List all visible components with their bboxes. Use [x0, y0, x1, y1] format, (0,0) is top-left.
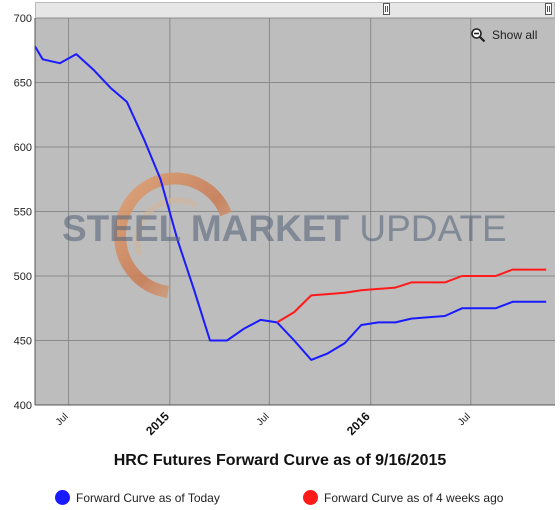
navigator-right-handle[interactable] [545, 3, 552, 15]
x-tick-label: Jul [255, 411, 272, 428]
watermark: STEEL MARKET UPDATE [62, 208, 507, 250]
legend-label-today: Forward Curve as of Today [76, 490, 220, 505]
legend-item-today[interactable]: Forward Curve as of Today [55, 490, 220, 505]
navigator-left-handle[interactable] [383, 3, 390, 15]
legend-item-4-weeks[interactable]: Forward Curve as of 4 weeks ago [303, 490, 503, 505]
x-tick-label: 2016 [344, 409, 373, 438]
y-tick-label: 600 [14, 142, 32, 154]
y-tick-label: 550 [14, 207, 32, 219]
y-tick-label: 650 [14, 78, 32, 90]
zoom-out-icon [471, 28, 486, 43]
watermark-light: UPDATE [359, 208, 507, 249]
x-tick-label: 2015 [143, 409, 172, 438]
x-tick-label: Jul [54, 411, 71, 428]
y-tick-label: 400 [14, 400, 32, 412]
y-tick-label: 450 [14, 336, 32, 348]
range-navigator[interactable] [35, 2, 555, 18]
show-all-button[interactable]: Show all [470, 27, 537, 43]
chart-title: HRC Futures Forward Curve as of 9/16/201… [113, 452, 447, 469]
axis-layer: 400 450 500 550 600 650 700 Jul 2015 Jul 2016 Jul [14, 13, 555, 438]
legend-marker-blue [55, 490, 70, 505]
series-line-today [34, 45, 547, 361]
legend-marker-red [303, 490, 318, 505]
watermark-bold: STEEL MARKET [62, 208, 350, 249]
logo-swoosh [114, 172, 232, 298]
series-line-4-weeks-ago [276, 268, 547, 324]
legend: Forward Curve as of Today Forward Curve … [0, 490, 560, 510]
show-all-label: Show all [492, 28, 538, 42]
series-layer [34, 45, 547, 361]
legend-label-4-weeks: Forward Curve as of 4 weeks ago [324, 490, 504, 505]
x-tick-label: Jul [456, 411, 473, 428]
y-tick-label: 700 [14, 13, 32, 25]
y-tick-label: 500 [14, 271, 32, 283]
